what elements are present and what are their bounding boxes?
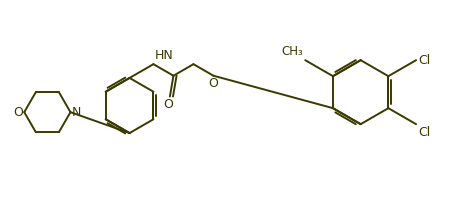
Text: Cl: Cl (418, 54, 430, 67)
Text: HN: HN (155, 49, 174, 62)
Text: O: O (13, 106, 23, 119)
Text: O: O (163, 98, 173, 111)
Text: N: N (72, 106, 81, 119)
Text: Cl: Cl (418, 126, 430, 139)
Text: O: O (209, 77, 219, 90)
Text: CH₃: CH₃ (282, 45, 303, 58)
